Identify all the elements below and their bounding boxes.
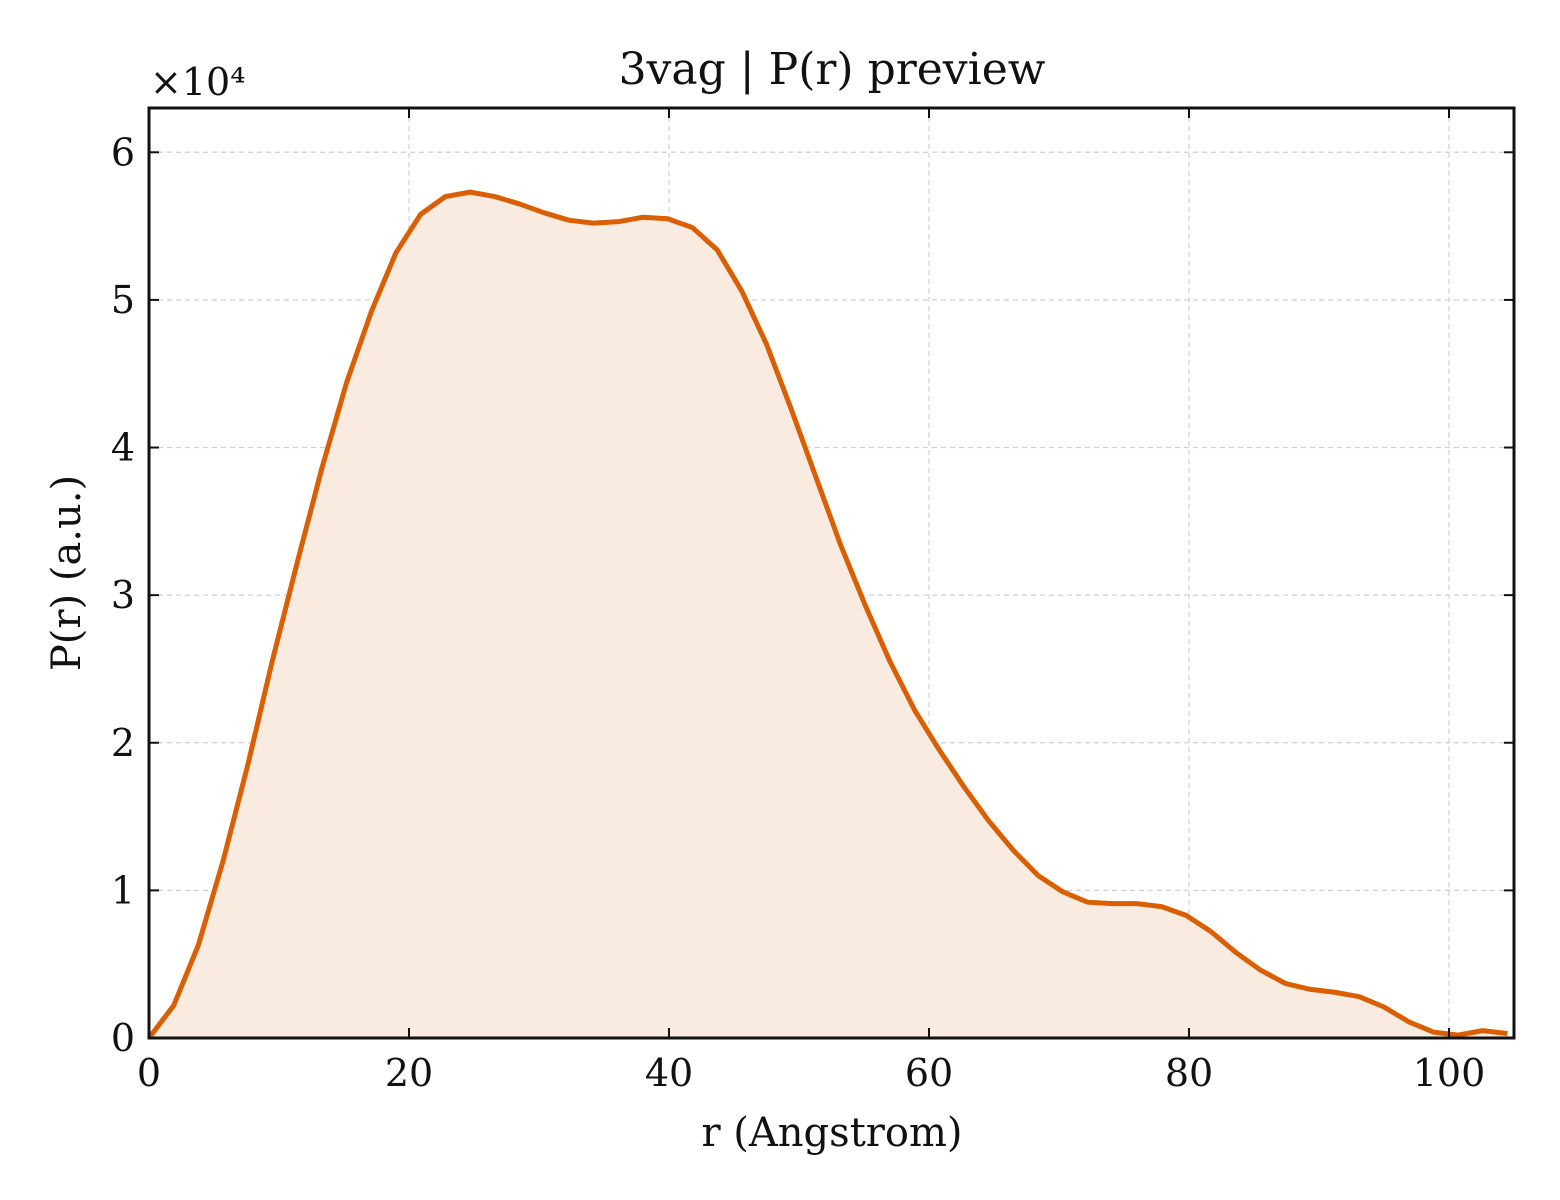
x-tick-label: 40 bbox=[645, 1051, 693, 1095]
y-tick-label: 2 bbox=[111, 721, 135, 765]
y-tick-label: 6 bbox=[111, 130, 135, 174]
y-tick-label: 5 bbox=[111, 278, 135, 322]
y-tick-label: 0 bbox=[111, 1016, 135, 1060]
x-tick-label: 60 bbox=[905, 1051, 953, 1095]
y-tick-label: 1 bbox=[111, 868, 135, 912]
axes bbox=[147, 106, 1516, 1040]
x-axis-label: r (Angstrom) bbox=[701, 1110, 962, 1156]
x-tick-label: 20 bbox=[385, 1051, 433, 1095]
x-tick-label: 0 bbox=[137, 1051, 161, 1095]
x-ticks: 0 20 40 60 80 100 bbox=[137, 108, 1485, 1095]
y-axis-label: P(r) (a.u.) bbox=[44, 475, 90, 671]
plot-frame bbox=[147, 106, 1516, 1040]
area-fill bbox=[149, 192, 1508, 1038]
y-scale-label: ×10⁴ bbox=[150, 60, 245, 104]
y-tick-label: 4 bbox=[111, 426, 135, 470]
x-tick-label: 80 bbox=[1165, 1051, 1213, 1095]
chart-title: 3vag | P(r) preview bbox=[619, 44, 1046, 95]
y-ticks: 0 1 2 3 4 5 6 bbox=[111, 130, 1514, 1060]
x-tick-label: 100 bbox=[1413, 1051, 1486, 1095]
y-tick-label: 3 bbox=[111, 573, 135, 617]
data-line bbox=[147, 189, 1508, 1040]
